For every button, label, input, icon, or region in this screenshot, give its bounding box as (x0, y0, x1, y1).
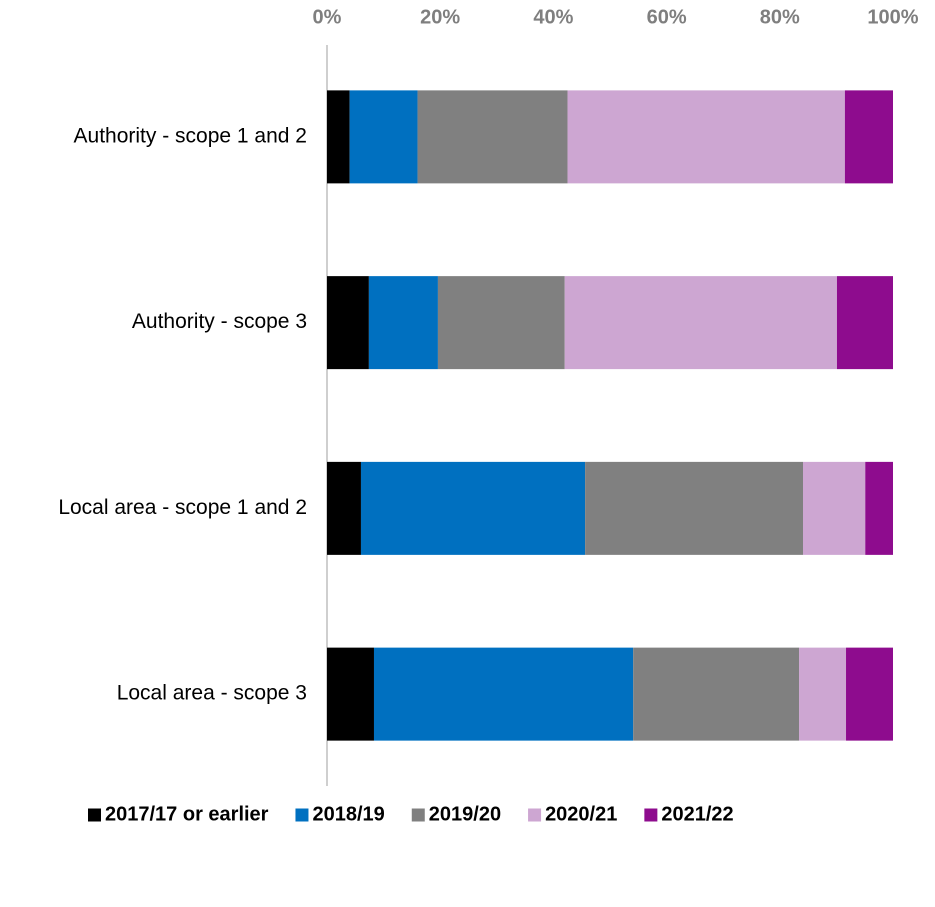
bar-segment (865, 461, 893, 555)
category-label: Authority - scope 1 and 2 (74, 124, 307, 147)
legend-swatch (528, 808, 542, 822)
x-tick-label: 40% (533, 6, 573, 28)
legend-label: 2018/19 (312, 803, 384, 825)
bar-segment (564, 276, 837, 370)
bar-segment (846, 647, 893, 741)
legend-label: 2019/20 (429, 803, 501, 825)
bar-segment (368, 276, 438, 370)
x-tick-label: 80% (760, 6, 800, 28)
bar-segment (567, 90, 845, 184)
category-label: Local area - scope 3 (117, 682, 307, 705)
legend-label: 2020/21 (545, 803, 617, 825)
bar-segment (799, 647, 847, 741)
legend-swatch (644, 808, 658, 822)
category-label: Authority - scope 3 (132, 310, 307, 333)
x-tick-label: 0% (313, 6, 342, 28)
bar-segment (585, 461, 804, 555)
x-tick-label: 60% (647, 6, 687, 28)
bar-segment (373, 647, 634, 741)
legend-swatch (88, 808, 101, 822)
bar-segment (349, 90, 418, 184)
bar-segment (327, 90, 350, 184)
category-label: Local area - scope 1 and 2 (58, 496, 307, 519)
x-tick-label: 100% (867, 6, 918, 28)
bar-segment (437, 276, 565, 370)
legend-swatch (295, 808, 309, 822)
x-tick-label: 20% (420, 6, 460, 28)
bar-segment (327, 461, 361, 555)
bar-segment (417, 90, 568, 184)
legend-label: 2017/17 or earlier (105, 803, 269, 825)
legend-swatch (411, 808, 425, 822)
legend-label: 2021/22 (661, 803, 733, 825)
bar-segment (836, 276, 893, 370)
bar-segment (844, 90, 893, 184)
bar-segment (633, 647, 800, 741)
bar-segment (803, 461, 866, 555)
bar-segment (360, 461, 586, 555)
bar-segment (327, 276, 369, 370)
bar-segment (327, 647, 374, 741)
